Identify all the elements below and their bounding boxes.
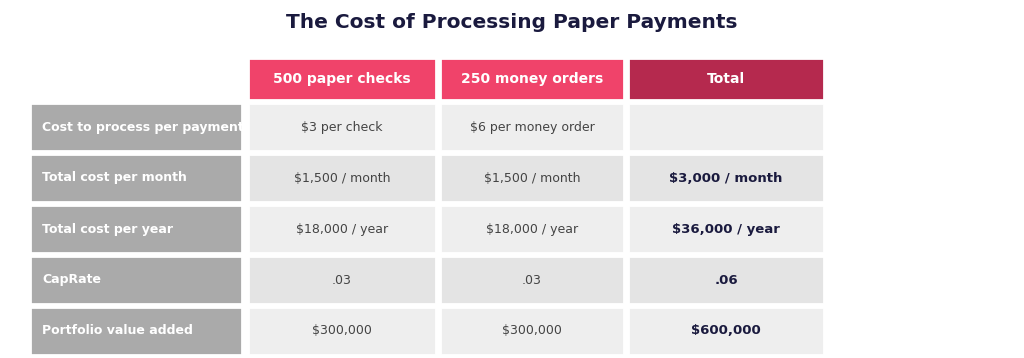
Bar [628,58,824,100]
Text: 500 paper checks: 500 paper checks [273,72,411,86]
Text: 250 money orders: 250 money orders [461,72,603,86]
Text: Portfolio value added: Portfolio value added [42,324,193,338]
Text: Cost to process per payment: Cost to process per payment [42,121,244,134]
Text: .03: .03 [522,274,542,286]
Bar [248,205,436,253]
Bar [628,307,824,355]
Bar [440,307,624,355]
Bar [30,307,242,355]
Text: .03: .03 [332,274,352,286]
Bar [628,256,824,304]
Bar [30,103,242,151]
Text: $300,000: $300,000 [502,324,562,338]
Bar [628,154,824,202]
Bar [248,307,436,355]
Text: $1,500 / month: $1,500 / month [483,171,581,184]
Text: .06: .06 [714,274,738,286]
Text: Total cost per month: Total cost per month [42,171,186,184]
Bar [628,103,824,151]
Bar [248,103,436,151]
Bar [30,154,242,202]
Text: $600,000: $600,000 [691,324,761,338]
Text: $6 per money order: $6 per money order [470,121,594,134]
Bar [440,154,624,202]
Text: $3,000 / month: $3,000 / month [670,171,782,184]
Text: CapRate: CapRate [42,274,101,286]
Text: $18,000 / year: $18,000 / year [486,223,579,236]
Text: $18,000 / year: $18,000 / year [296,223,388,236]
Text: Total cost per year: Total cost per year [42,223,173,236]
Bar [440,205,624,253]
Bar [248,256,436,304]
Bar [440,256,624,304]
Text: Total: Total [707,72,745,86]
Text: $1,500 / month: $1,500 / month [294,171,390,184]
Text: $36,000 / year: $36,000 / year [672,223,780,236]
Bar [30,256,242,304]
Bar [30,205,242,253]
Bar [440,58,624,100]
Bar [440,103,624,151]
Bar [248,58,436,100]
Bar [628,205,824,253]
Text: The Cost of Processing Paper Payments: The Cost of Processing Paper Payments [287,13,737,32]
Bar [248,154,436,202]
Text: $300,000: $300,000 [312,324,372,338]
Text: $3 per check: $3 per check [301,121,383,134]
